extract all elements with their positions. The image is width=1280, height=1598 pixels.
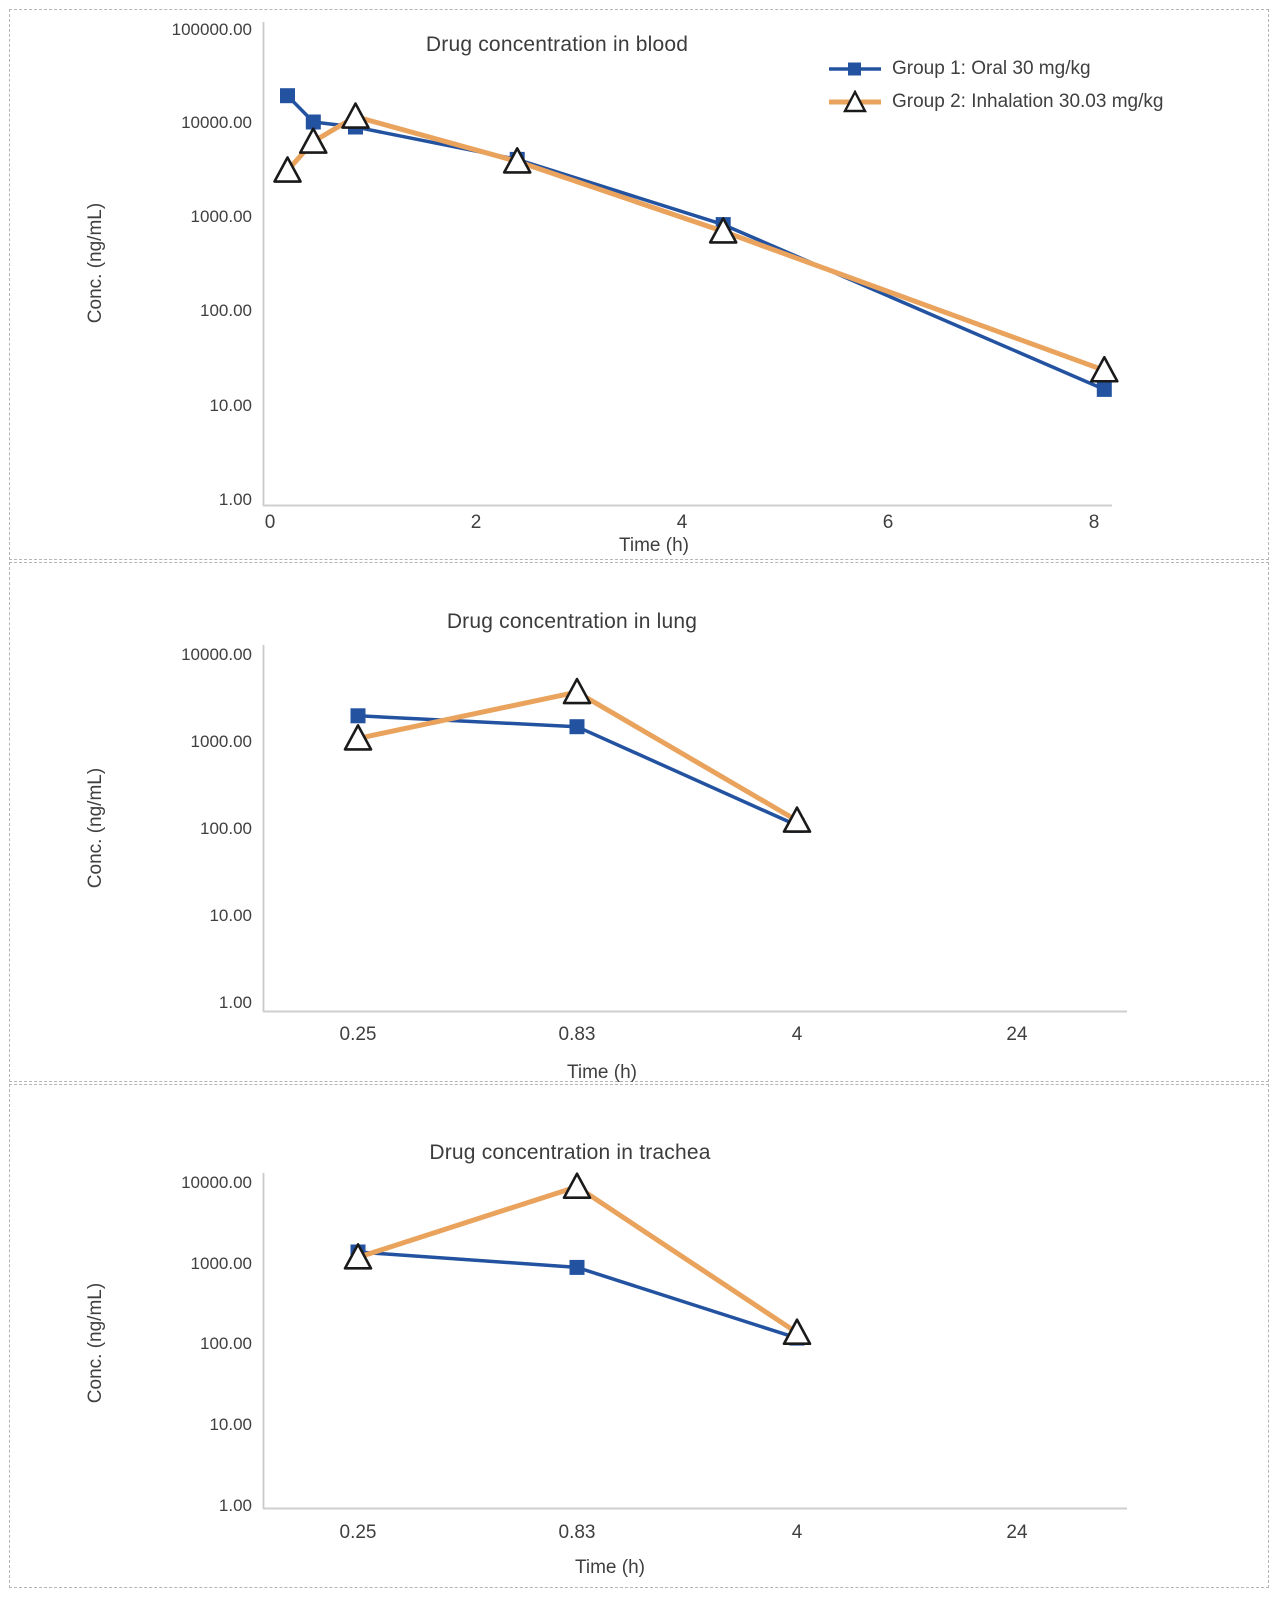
- blood-xtick-6: 6: [882, 512, 894, 533]
- legend-label-oral: Group 1: Oral 30 mg/kg: [892, 57, 1091, 79]
- inhalation-series-swatch-icon: [829, 89, 881, 112]
- lung-xtick-083: 0.83: [558, 1024, 596, 1045]
- trachea-chart-panel: [9, 1084, 1269, 1588]
- legend-item-oral: Group 1: Oral 30 mg/kg: [826, 52, 1163, 85]
- trachea-xtick-083: 0.83: [558, 1522, 596, 1543]
- blood-oral-marker-1: [305, 114, 321, 130]
- trachea-inhalation-marker-0: [343, 1243, 373, 1270]
- blood-ytick-10000: 10000.00: [181, 113, 252, 132]
- lung-xtick-4: 4: [791, 1024, 803, 1045]
- blood-ytick-100: 100.00: [200, 301, 252, 320]
- lung-oral-marker-1: [569, 719, 585, 735]
- legend: Group 1: Oral 30 mg/kg Group 2: Inhalati…: [826, 52, 1163, 118]
- blood-ytick-1: 1.00: [218, 490, 252, 509]
- blood-x-axis-title: Time (h): [618, 535, 690, 556]
- blood-ytick-100000: 100000.00: [171, 20, 252, 39]
- legend-item-inhalation: Group 2: Inhalation 30.03 mg/kg: [826, 85, 1163, 118]
- blood-inhalation-marker-5: [1090, 355, 1119, 383]
- trachea-ytick-10: 10.00: [209, 1415, 252, 1434]
- trachea-xtick-025: 0.25: [339, 1522, 377, 1543]
- trachea-chart-title: Drug concentration in trachea: [429, 1141, 711, 1164]
- lung-chart-title: Drug concentration in lung: [446, 610, 698, 633]
- trachea-x-axis-title: Time (h): [574, 1557, 646, 1578]
- legend-label-inhalation: Group 2: Inhalation 30.03 mg/kg: [892, 90, 1164, 112]
- trachea-ytick-100: 100.00: [200, 1334, 252, 1353]
- trachea-ytick-10000: 10000.00: [181, 1173, 252, 1192]
- lung-inhalation-marker-1: [562, 677, 592, 705]
- lung-ytick-10: 10.00: [209, 906, 252, 925]
- trachea-xtick-24: 24: [1006, 1522, 1028, 1543]
- lung-chart-panel: [9, 562, 1269, 1082]
- lung-ytick-1: 1.00: [218, 993, 252, 1012]
- lung-inhalation-marker-0: [343, 724, 373, 751]
- trachea-inhalation-marker-1: [562, 1172, 592, 1199]
- blood-xtick-2: 2: [470, 512, 482, 533]
- blood-inhalation-marker-0: [273, 156, 302, 183]
- blood-inhalation-marker-2: [341, 102, 370, 129]
- trachea-oral-marker-1: [569, 1259, 585, 1275]
- oral-series-swatch-icon: [829, 62, 881, 75]
- series-layer: [273, 88, 1119, 1346]
- trachea-xtick-4: 4: [791, 1522, 803, 1543]
- blood-inhalation-marker-3: [502, 147, 532, 174]
- lung-xtick-025: 0.25: [339, 1024, 377, 1045]
- blood-xtick-4: 4: [676, 512, 688, 533]
- blood-ytick-10: 10.00: [209, 396, 252, 415]
- trachea-ytick-1000: 1000.00: [190, 1254, 252, 1273]
- lung-inhalation-line: [355, 689, 800, 824]
- trachea-inhalation-marker-2: [782, 1318, 812, 1346]
- blood-chart-title: Drug concentration in blood: [425, 33, 689, 56]
- blood-ytick-1000: 1000.00: [190, 207, 252, 226]
- blood-oral-line: [285, 93, 1107, 392]
- blood-oral-marker-0: [280, 88, 295, 104]
- lung-xtick-24: 24: [1006, 1024, 1028, 1045]
- blood-inhalation-line: [285, 114, 1107, 373]
- blood-chart-panel: [9, 9, 1269, 560]
- trachea-ytick-1: 1.00: [218, 1496, 252, 1515]
- lung-ytick-1000: 1000.00: [190, 732, 252, 751]
- lung-x-axis-title: Time (h): [566, 1062, 638, 1083]
- blood-inhalation-marker-4: [708, 217, 738, 244]
- lung-inhalation-marker-2: [782, 806, 812, 833]
- blood-oral-marker-5: [1096, 381, 1112, 397]
- lung-oral-marker-0: [350, 708, 366, 724]
- blood-xtick-0: 0: [264, 512, 276, 533]
- trachea-inhalation-line: [355, 1184, 800, 1336]
- lung-ytick-10000: 10000.00: [181, 645, 252, 664]
- blood-xtick-8: 8: [1088, 512, 1100, 533]
- blood-inhalation-marker-1: [298, 127, 328, 154]
- lung-ytick-100: 100.00: [200, 819, 252, 838]
